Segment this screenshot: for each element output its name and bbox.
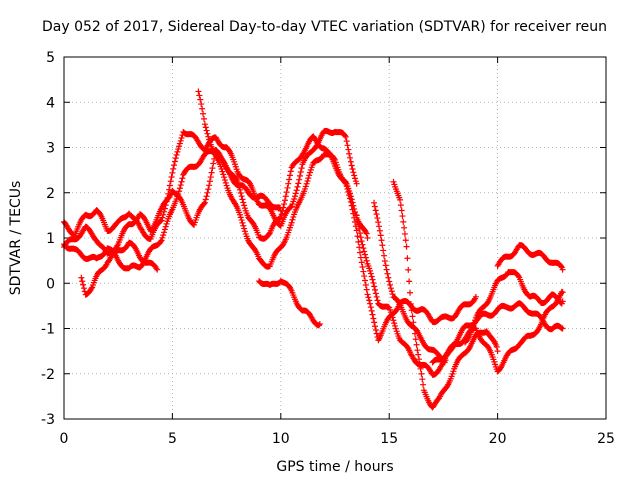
x-tick-label: 10 — [272, 431, 290, 447]
data-points — [61, 88, 566, 411]
series-track-8 — [390, 178, 501, 411]
y-tick-label: -2 — [41, 367, 55, 383]
series-track-9 — [429, 288, 566, 375]
plot-frame — [63, 56, 607, 420]
data-point-markers — [390, 178, 501, 411]
x-tick-label: 5 — [168, 431, 177, 447]
data-point-markers — [494, 242, 566, 273]
x-tick-label: 25 — [597, 431, 615, 447]
x-tick-label: 20 — [489, 431, 507, 447]
grid-lines — [64, 57, 606, 419]
data-point-markers — [78, 239, 161, 298]
x-axis-label: GPS time / hours — [276, 459, 393, 475]
x-tick-labels: 0 5 10 15 20 25 — [60, 431, 615, 447]
y-tick-label: -3 — [41, 412, 55, 428]
series-track-11 — [462, 268, 566, 346]
y-tick-label: 2 — [46, 186, 55, 202]
series-track-10 — [494, 242, 566, 273]
y-axis-label: SDTVAR / TECUs — [8, 181, 24, 296]
chart-title: Day 052 of 2017, Sidereal Day-to-day VTE… — [42, 19, 607, 35]
data-point-markers — [429, 288, 566, 375]
series-track-4 — [195, 88, 479, 344]
y-tick-label: 4 — [46, 95, 55, 111]
y-tick-label: 0 — [46, 276, 55, 292]
y-tick-label: -1 — [41, 322, 55, 338]
series-track-5 — [256, 278, 323, 329]
series-track-6 — [78, 239, 161, 298]
x-tick-label: 15 — [380, 431, 398, 447]
series-track-12 — [371, 199, 449, 366]
y-tick-label: 3 — [46, 141, 55, 157]
data-point-markers — [371, 199, 449, 366]
y-tick-label: 1 — [46, 231, 55, 247]
y-tick-label: 5 — [46, 50, 55, 66]
x-tick-label: 0 — [60, 431, 69, 447]
data-point-markers — [462, 268, 566, 346]
y-tick-labels: -3 -2 -1 0 1 2 3 4 5 — [41, 50, 55, 428]
data-point-markers — [195, 88, 479, 344]
data-point-markers — [256, 278, 323, 329]
